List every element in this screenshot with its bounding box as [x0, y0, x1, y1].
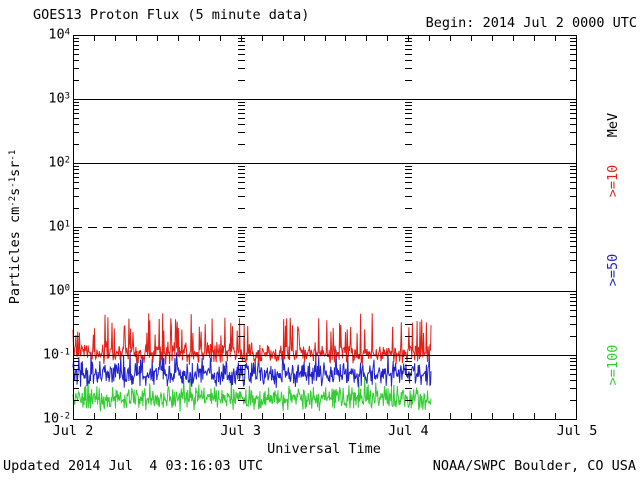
y-axis-title-text: Particles cm: [7, 206, 23, 305]
y-tick-label: 102: [48, 154, 70, 171]
legend-item-ge10: >=10: [605, 164, 621, 198]
y-axis-title-sup3: -1: [7, 149, 18, 161]
y-tick-label: 10-1: [42, 346, 70, 363]
y-axis-title-text3: sr: [7, 160, 23, 177]
chart-title: GOES13 Proton Flux (5 minute data): [33, 7, 310, 23]
y-tick-label: 103: [48, 90, 70, 107]
y-axis-title: Particles cm-2s-1sr-1: [7, 150, 23, 304]
legend-item-ge50: >=50: [605, 253, 621, 287]
legend-item-ge100: >=100: [605, 344, 621, 386]
y-tick-label: 10-2: [42, 410, 70, 427]
y-axis-title-sup1: -2: [7, 195, 18, 207]
updated-timestamp: Updated 2014 Jul 4 03:16:03 UTC: [3, 458, 264, 474]
y-axis-title-sup2: -1: [7, 176, 18, 188]
credit-text: NOAA/SWPC Boulder, CO USA: [432, 458, 636, 474]
begin-timestamp: Begin: 2014 Jul 2 0000 UTC: [425, 15, 637, 31]
y-tick-label: 101: [48, 218, 70, 235]
legend-unit-mev: MeV: [605, 112, 621, 138]
y-tick-label: 104: [48, 26, 70, 43]
x-axis-label: Universal Time: [267, 441, 381, 457]
y-tick-label: 100: [48, 282, 70, 299]
x-tick-label: Jul 3: [220, 423, 261, 439]
x-tick-label: Jul 2: [52, 423, 94, 439]
x-tick-label: Jul 4: [388, 423, 429, 439]
y-axis-title-text2: s: [7, 187, 23, 196]
x-tick-label: Jul 5: [556, 423, 598, 439]
